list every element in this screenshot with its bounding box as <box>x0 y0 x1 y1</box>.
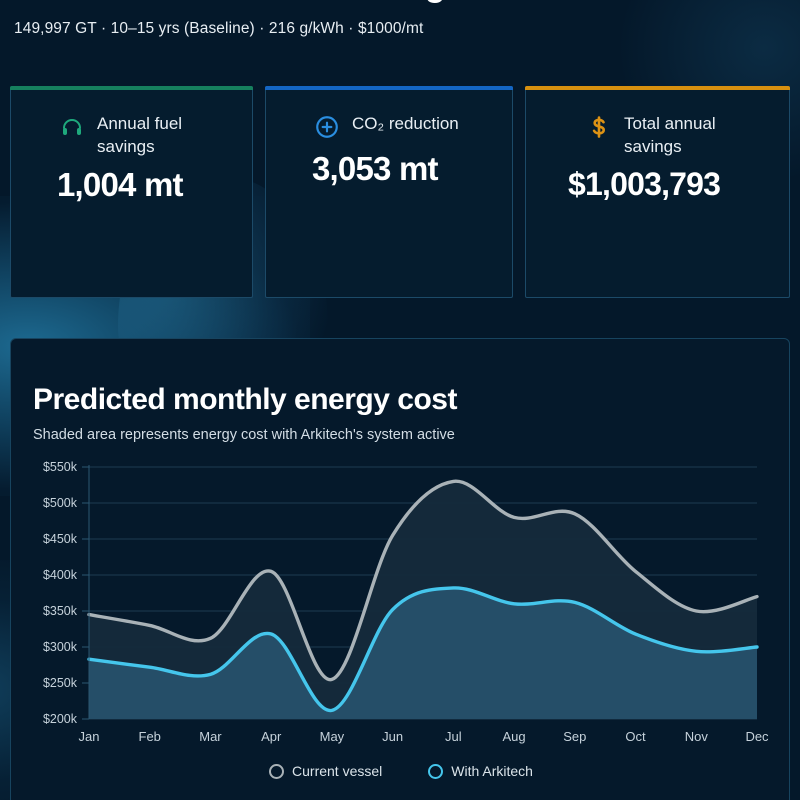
card-accent-bar <box>525 86 790 90</box>
chart-area-with-arkitech <box>89 587 757 719</box>
card-value: 3,053 mt <box>312 150 438 187</box>
x-axis-label: Jan <box>79 729 100 744</box>
metric-card-total-annual-savings[interactable]: Total annual savings $1,003,793 <box>525 86 790 298</box>
card-value: 1,004 mt <box>57 166 183 204</box>
x-axis-label: Jul <box>445 729 462 744</box>
metric-card-annual-fuel-savings[interactable]: Annual fuel savings 1,004 mt <box>10 86 253 298</box>
card-label: Total annual savings <box>624 114 716 157</box>
page-subtitle: 149,997 GT · 10–15 yrs (Baseline) · 216 … <box>14 20 424 37</box>
y-axis-label: $350k <box>43 604 78 618</box>
x-axis-label: Nov <box>685 729 709 744</box>
chart-legend-item[interactable]: Current vessel <box>269 763 382 779</box>
card-header: CO₂ reduction <box>282 112 496 142</box>
plus-circle-icon <box>312 112 342 142</box>
card-label: CO₂ reduction <box>352 114 459 133</box>
page-title: Savings <box>0 0 800 5</box>
x-axis-label: Sep <box>563 729 586 744</box>
x-axis-label: Jun <box>382 729 403 744</box>
legend-label: With Arkitech <box>451 763 533 779</box>
y-axis-label: $550k <box>43 460 78 474</box>
chart-panel: Predicted monthly energy cost Shaded are… <box>10 338 790 800</box>
y-axis-label: $500k <box>43 496 78 510</box>
x-axis-label: Feb <box>139 729 161 744</box>
x-axis-label: Oct <box>625 729 646 744</box>
y-axis-label: $400k <box>43 568 78 582</box>
legend-label: Current vessel <box>292 763 383 779</box>
card-value: $1,003,793 <box>568 166 721 203</box>
chart-title: Predicted monthly energy cost <box>33 383 457 416</box>
metric-card-co2-reduction[interactable]: CO₂ reduction 3,053 mt <box>265 86 513 298</box>
legend-swatch <box>269 763 285 779</box>
x-axis-label: Aug <box>503 729 526 744</box>
y-axis-label: $450k <box>43 532 78 546</box>
y-axis-label: $250k <box>43 676 78 690</box>
chart-plot-area[interactable]: $200k $250k $300k $350k $400k $450k $500k $550k… <box>11 457 790 779</box>
x-axis-label: Mar <box>199 729 222 744</box>
energy-cost-area-chart[interactable]: $200k $250k $300k $350k $400k $450k $500k $550k… <box>11 457 790 757</box>
x-axis-label: Apr <box>261 729 282 744</box>
metric-card-row: Annual fuel savings 1,004 mt CO₂ reducti… <box>10 86 790 298</box>
fuel-drop-icon <box>57 112 87 142</box>
x-axis-label: Dec <box>745 729 769 744</box>
chart-legend-item[interactable]: With Arkitech <box>428 763 533 779</box>
chart-subtitle: Shaded area represents energy cost with … <box>33 427 455 443</box>
card-accent-bar <box>10 86 253 90</box>
chart-line-with-arkitech[interactable] <box>87 586 759 713</box>
y-axis-label: $200k <box>43 712 78 726</box>
dollar-sign-icon <box>584 112 614 142</box>
legend-swatch <box>428 763 444 779</box>
chart-line-current-vessel[interactable] <box>87 479 759 682</box>
x-axis-label: May <box>320 729 345 744</box>
card-header: Annual fuel savings <box>27 112 236 158</box>
card-accent-bar <box>265 86 513 90</box>
card-label: Annual fuel savings <box>97 114 183 157</box>
chart-legend: Current vessel With Arkitech <box>11 763 789 779</box>
card-header: Total annual savings <box>542 112 773 158</box>
y-axis-label: $300k <box>43 640 78 654</box>
